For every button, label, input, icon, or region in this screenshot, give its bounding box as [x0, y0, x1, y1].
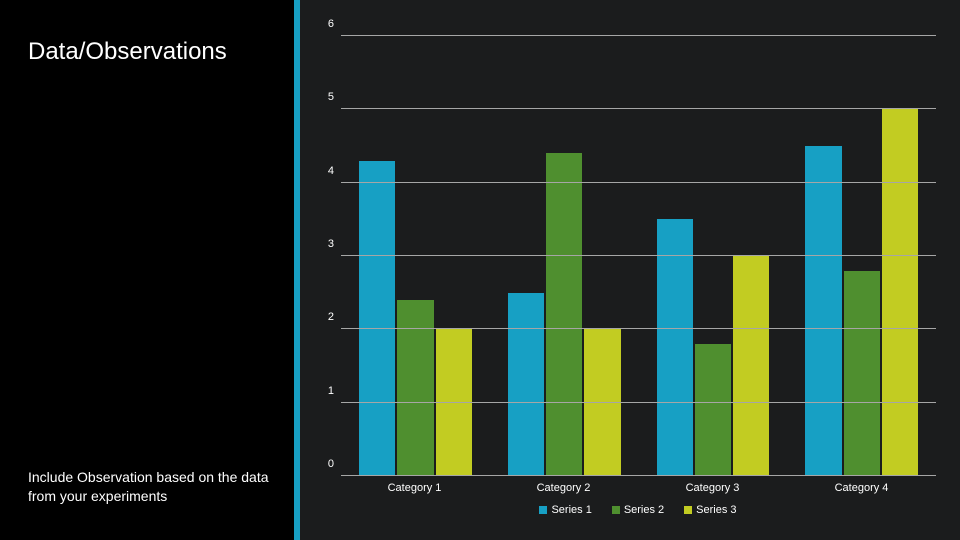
x-tick-label: Category 3 — [638, 482, 787, 494]
sidebar: Data/Observations Include Observation ba… — [0, 0, 300, 540]
y-tick-label: 1 — [328, 385, 334, 397]
legend-item: Series 2 — [612, 504, 664, 516]
legend-label: Series 2 — [624, 504, 664, 516]
category-group — [787, 36, 936, 476]
page-title: Data/Observations — [28, 38, 272, 66]
y-tick-label: 5 — [328, 91, 334, 103]
x-tick-label: Category 4 — [787, 482, 936, 494]
legend: Series 1 Series 2 Series 3 — [340, 504, 936, 516]
y-tick-label: 6 — [328, 18, 334, 30]
y-tick-label: 2 — [328, 311, 334, 323]
legend-item: Series 3 — [684, 504, 736, 516]
y-tick-label: 4 — [328, 165, 334, 177]
slide-note: Include Observation based on the data fr… — [28, 468, 272, 506]
gridline — [341, 108, 936, 109]
legend-swatch — [612, 506, 620, 514]
bar — [733, 256, 769, 476]
legend-swatch — [684, 506, 692, 514]
gridline — [341, 328, 936, 329]
bar — [546, 153, 582, 476]
bar — [805, 146, 841, 476]
main-panel: 0 1 2 3 4 5 6 Category 1Category 2Category 3Ca… — [300, 0, 960, 540]
gridline — [341, 35, 936, 36]
category-group — [639, 36, 788, 476]
x-axis-labels: Category 1Category 2Category 3Category 4 — [340, 482, 936, 494]
gridline — [341, 182, 936, 183]
y-axis: 0123456 — [318, 36, 340, 476]
bar — [359, 161, 395, 476]
legend-swatch — [539, 506, 547, 514]
bar — [657, 219, 693, 476]
legend-item: Series 1 — [539, 504, 591, 516]
categories-container — [341, 36, 936, 476]
bar — [436, 329, 472, 476]
legend-label: Series 3 — [696, 504, 736, 516]
gridline — [341, 475, 936, 476]
bar — [695, 344, 731, 476]
y-tick-label: 3 — [328, 238, 334, 250]
bar-chart: 0123456 — [318, 36, 936, 476]
gridline — [341, 255, 936, 256]
bar — [397, 300, 433, 476]
bar — [508, 293, 544, 476]
x-tick-label: Category 2 — [489, 482, 638, 494]
y-tick-label: 0 — [328, 458, 334, 470]
legend-label: Series 1 — [551, 504, 591, 516]
bar — [584, 329, 620, 476]
plot-area — [340, 36, 936, 476]
category-group — [341, 36, 490, 476]
gridline — [341, 402, 936, 403]
x-tick-label: Category 1 — [340, 482, 489, 494]
category-group — [490, 36, 639, 476]
bar — [844, 271, 880, 476]
bar — [882, 109, 918, 476]
